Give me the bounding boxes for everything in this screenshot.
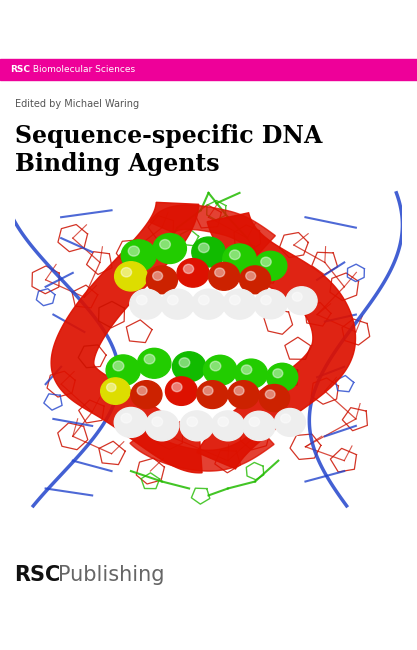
Circle shape [229, 295, 240, 305]
Polygon shape [51, 202, 202, 473]
Circle shape [254, 252, 287, 281]
Circle shape [138, 348, 171, 378]
Circle shape [187, 417, 198, 426]
Circle shape [173, 352, 206, 382]
Circle shape [228, 332, 251, 353]
Circle shape [215, 268, 225, 277]
Circle shape [201, 336, 209, 343]
Circle shape [179, 358, 190, 367]
Circle shape [100, 378, 130, 404]
Circle shape [218, 417, 229, 426]
Circle shape [274, 408, 305, 436]
Circle shape [115, 262, 147, 291]
Circle shape [286, 287, 317, 315]
Circle shape [208, 263, 239, 291]
Circle shape [153, 233, 186, 263]
Circle shape [228, 381, 259, 408]
Circle shape [192, 289, 225, 319]
Circle shape [136, 295, 147, 305]
Text: RSC: RSC [10, 65, 30, 73]
Circle shape [197, 332, 220, 353]
Circle shape [233, 336, 240, 343]
Circle shape [246, 272, 256, 280]
Circle shape [229, 250, 240, 259]
Circle shape [153, 272, 163, 280]
Circle shape [166, 377, 197, 406]
Circle shape [128, 246, 139, 256]
Circle shape [243, 411, 275, 441]
Circle shape [223, 289, 256, 319]
Circle shape [152, 417, 163, 426]
Circle shape [183, 265, 193, 274]
Circle shape [223, 244, 256, 274]
Text: Publishing: Publishing [58, 566, 165, 585]
Circle shape [261, 295, 271, 305]
Circle shape [113, 361, 124, 371]
Text: Binding Agents: Binding Agents [15, 152, 219, 176]
Circle shape [281, 414, 291, 423]
Text: Sequence-specific DNA: Sequence-specific DNA [15, 125, 322, 148]
Circle shape [172, 383, 182, 392]
Circle shape [121, 240, 156, 271]
Circle shape [106, 355, 140, 385]
Circle shape [144, 354, 155, 364]
Circle shape [203, 386, 213, 395]
Bar [0, 58, 417, 80]
Circle shape [166, 332, 189, 353]
Circle shape [121, 268, 132, 277]
Circle shape [267, 363, 298, 391]
Circle shape [168, 295, 178, 305]
Circle shape [130, 289, 163, 319]
Circle shape [210, 361, 221, 371]
Circle shape [235, 359, 267, 388]
Circle shape [198, 243, 209, 253]
Circle shape [114, 408, 148, 437]
Circle shape [146, 266, 178, 294]
Circle shape [273, 369, 283, 378]
Circle shape [198, 295, 209, 305]
Polygon shape [197, 213, 356, 469]
Circle shape [234, 386, 244, 395]
Circle shape [160, 240, 171, 249]
Circle shape [171, 336, 178, 343]
Circle shape [107, 384, 116, 392]
Circle shape [254, 289, 287, 318]
Circle shape [203, 356, 237, 385]
Circle shape [292, 292, 302, 301]
Circle shape [211, 411, 244, 441]
Circle shape [145, 411, 178, 441]
Circle shape [249, 417, 259, 426]
Circle shape [197, 381, 228, 408]
Circle shape [180, 411, 214, 441]
Circle shape [121, 413, 132, 423]
Circle shape [177, 259, 209, 287]
Circle shape [161, 289, 194, 319]
Circle shape [192, 237, 225, 267]
Circle shape [265, 390, 275, 398]
Circle shape [241, 365, 252, 374]
Circle shape [259, 385, 289, 411]
Circle shape [137, 386, 147, 395]
Polygon shape [130, 428, 274, 471]
Text: Edited by Michael Waring: Edited by Michael Waring [15, 99, 139, 109]
Circle shape [261, 257, 271, 266]
Circle shape [239, 266, 271, 294]
Polygon shape [150, 205, 275, 254]
Text: RSC: RSC [15, 566, 61, 585]
Circle shape [131, 381, 162, 408]
Text: Biomolecular Sciences: Biomolecular Sciences [30, 65, 136, 73]
